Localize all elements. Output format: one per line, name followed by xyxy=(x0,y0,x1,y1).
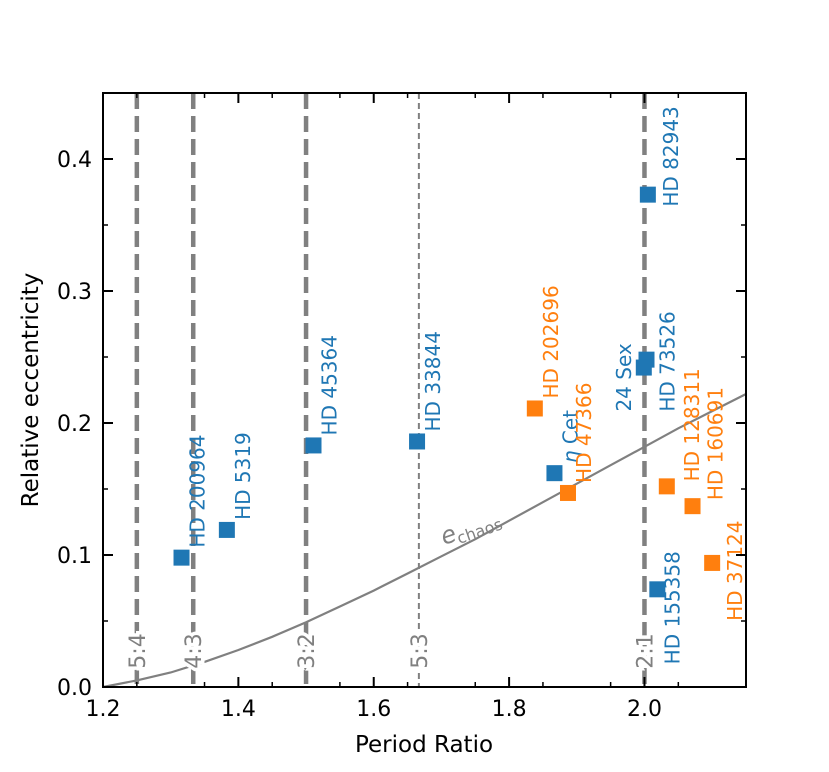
data-point xyxy=(305,437,322,454)
resonance-labels-layer: 5:4 4:3 3:2 5:3 2:1 xyxy=(122,630,662,672)
data-points-layer xyxy=(173,186,721,598)
point-label: HD 45364 xyxy=(317,335,341,435)
resonance-label: 3:2 xyxy=(295,633,320,668)
data-point xyxy=(684,498,701,515)
x-tick-label: 1.8 xyxy=(492,697,527,722)
resonance-label: 5:3 xyxy=(408,633,433,668)
point-label: η Cet xyxy=(558,410,582,463)
y-tick-label: 0.3 xyxy=(57,280,92,305)
data-point xyxy=(559,484,576,501)
point-label: HD 5319 xyxy=(231,432,255,520)
x-tick-label: 2.0 xyxy=(627,697,662,722)
data-point xyxy=(409,433,426,450)
y-tick-label: 0.4 xyxy=(57,148,92,173)
data-point xyxy=(649,581,666,598)
y-tick-label: 0.2 xyxy=(57,412,92,437)
y-tick-label: 0.1 xyxy=(57,544,92,569)
x-tick-label: 1.2 xyxy=(86,697,121,722)
resonance-label: 2:1 xyxy=(633,633,658,668)
data-point xyxy=(658,478,675,495)
x-axis-label: Period Ratio xyxy=(355,732,493,758)
data-point xyxy=(635,359,652,376)
x-tick-label: 1.4 xyxy=(221,697,256,722)
data-point xyxy=(526,400,543,417)
point-label: HD 200964 xyxy=(186,434,210,547)
axes-layer: 1.2 1.4 1.6 1.8 2.0 0.0 0.1 0.2 0.3 0.4 xyxy=(57,92,747,722)
y-axis-label: Relative eccentricity xyxy=(18,273,44,508)
chaos-curve xyxy=(102,393,747,689)
data-point xyxy=(546,465,563,482)
point-label: HD 128311 xyxy=(680,368,704,481)
plot-frame xyxy=(102,92,747,688)
point-label: HD 160691 xyxy=(704,387,728,500)
point-label: HD 202696 xyxy=(539,285,563,398)
point-label: HD 82943 xyxy=(659,106,683,206)
data-point xyxy=(704,554,721,571)
point-label: 24 Sex xyxy=(612,343,636,411)
data-point xyxy=(218,521,235,538)
point-label: HD 47366 xyxy=(572,383,596,483)
data-point xyxy=(639,186,656,203)
resonance-label: 5:4 xyxy=(126,633,151,668)
data-point xyxy=(173,549,190,566)
y-tick-label: 0.0 xyxy=(57,676,92,701)
point-label: HD 73526 xyxy=(656,311,680,411)
point-label: HD 37124 xyxy=(723,520,747,620)
point-label: HD 155358 xyxy=(660,551,684,664)
resonance-label: 4:3 xyxy=(182,633,207,668)
x-tick-label: 1.6 xyxy=(356,697,391,722)
point-label: HD 33844 xyxy=(421,331,445,431)
